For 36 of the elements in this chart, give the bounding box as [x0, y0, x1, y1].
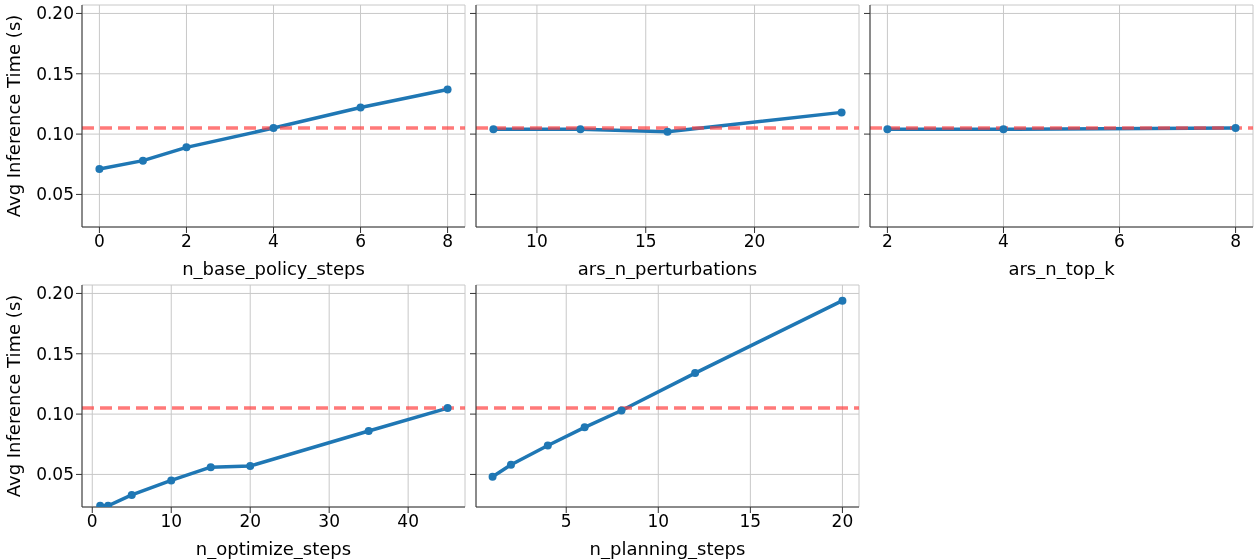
y-tick-label: 0.20 [36, 3, 74, 24]
y-axis-title: Avg Inference Time (s) [3, 14, 25, 218]
y-axis-title: Avg Inference Time (s) [3, 294, 25, 498]
x-axis-title: ars_n_perturbations [577, 258, 758, 280]
x-tick-label: 4 [268, 231, 279, 252]
x-axis-title: n_optimize_steps [195, 538, 352, 560]
y-tick-label: 0.15 [36, 63, 74, 84]
x-tick-label: 15 [739, 511, 762, 532]
x-axis-title: ars_n_top_k [1008, 258, 1116, 280]
x-tick-label: 8 [442, 231, 453, 252]
x-tick-label: 2 [882, 231, 893, 252]
x-tick-label: 20 [831, 511, 854, 532]
x-tick-label: 6 [1114, 231, 1125, 252]
y-tick-label: 0.05 [36, 464, 74, 485]
x-tick-label: 30 [318, 511, 340, 532]
x-tick-label: 20 [239, 511, 262, 532]
x-tick-label: 0 [94, 231, 105, 252]
y-tick-label: 0.10 [36, 124, 74, 145]
y-tick-label: 0.10 [36, 404, 74, 425]
x-axis-title: n_planning_steps [589, 538, 746, 560]
x-tick-label: 6 [355, 231, 366, 252]
x-tick-label: 10 [160, 511, 183, 532]
y-tick-label: 0.15 [36, 343, 74, 364]
x-tick-label: 20 [743, 231, 766, 252]
x-tick-label: 5 [560, 511, 572, 532]
x-tick-label: 10 [526, 231, 548, 252]
x-tick-label: 40 [397, 511, 419, 532]
x-tick-label: 2 [181, 231, 192, 252]
y-tick-label: 0.05 [36, 184, 74, 205]
x-tick-label: 4 [998, 231, 1009, 252]
x-tick-label: 8 [1230, 231, 1242, 252]
x-tick-label: 10 [647, 511, 670, 532]
x-axis-title: n_base_policy_steps [182, 258, 365, 280]
x-tick-label: 0 [86, 511, 98, 532]
x-tick-label: 15 [634, 231, 657, 252]
y-tick-label: 0.20 [36, 283, 74, 304]
